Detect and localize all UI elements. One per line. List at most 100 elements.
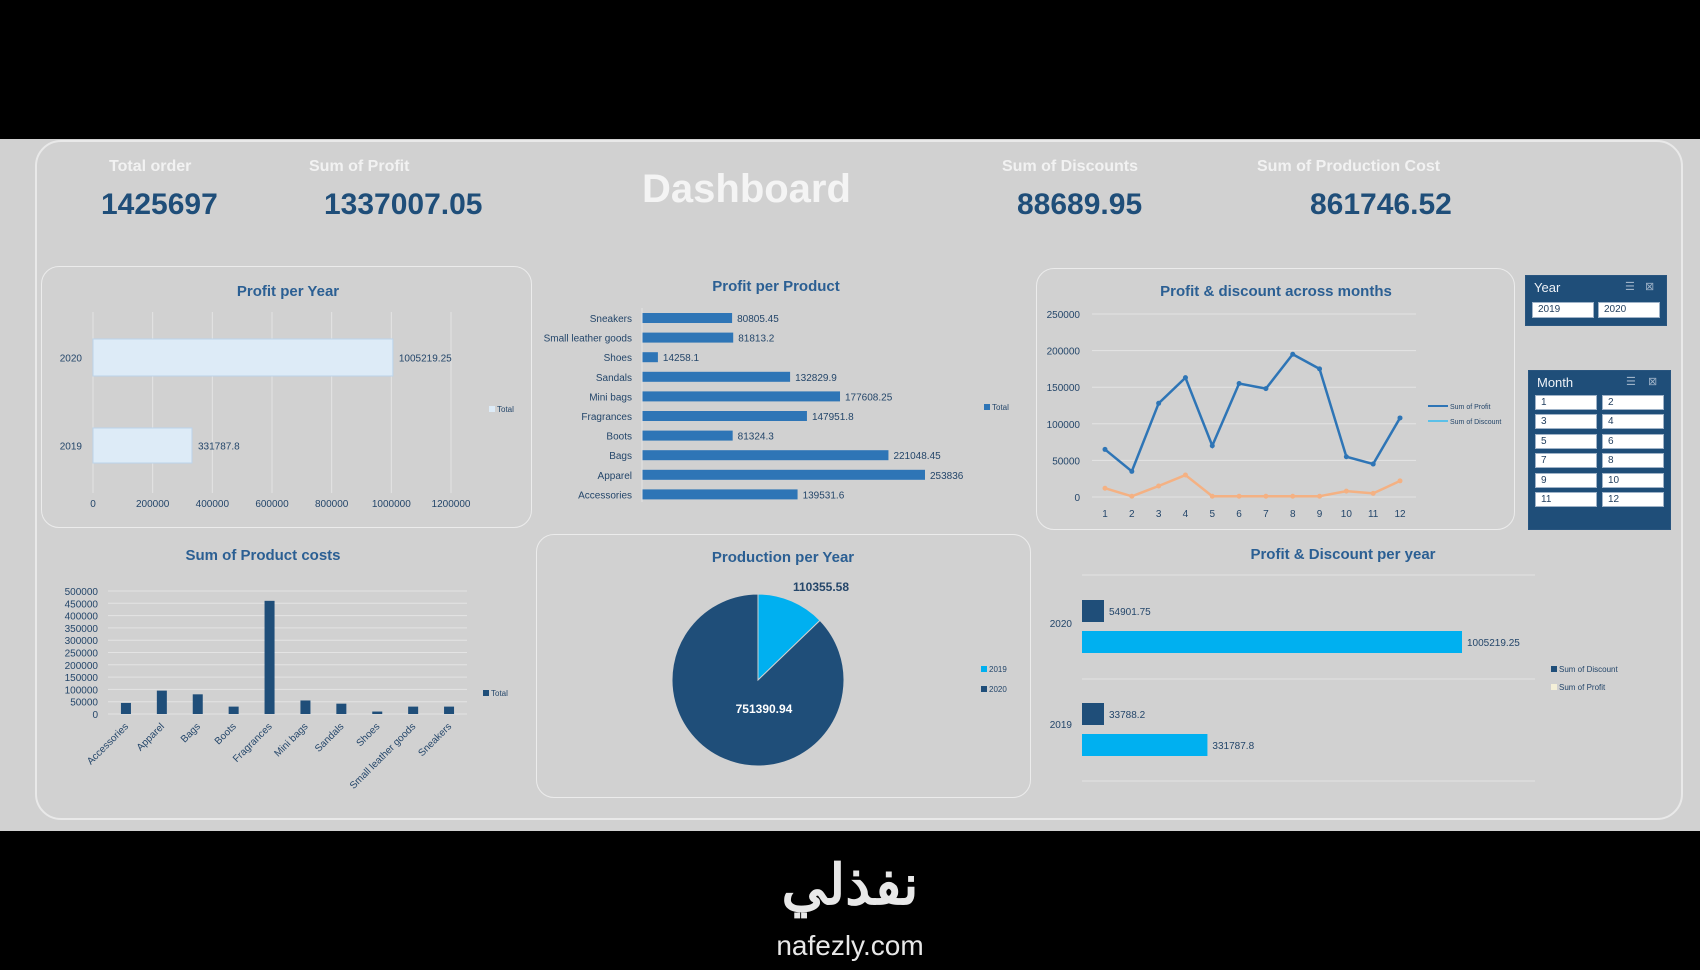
- legend-total-label: Total: [491, 689, 508, 698]
- production-per-year-panel: [536, 534, 1031, 798]
- month-slicer-item[interactable]: 11: [1535, 492, 1597, 507]
- y-tick-label: Boots: [606, 432, 632, 443]
- x-tick-label: 2: [1129, 509, 1135, 520]
- x-tick-label: 11: [1368, 509, 1379, 520]
- y-tick-label: 200000: [1047, 347, 1081, 358]
- data-label: 751390.94: [736, 702, 793, 716]
- x-tick-label: 5: [1209, 509, 1215, 520]
- series-point: [1263, 386, 1269, 392]
- data-label: 14258.1: [663, 353, 700, 364]
- series-point: [1317, 366, 1323, 372]
- bar: [642, 352, 658, 363]
- x-tick-label: 7: [1263, 509, 1269, 520]
- chart-title: Profit per Year: [237, 283, 339, 300]
- series-point: [1370, 490, 1376, 496]
- kpi-sum-production-cost-value: 861746.52: [1310, 188, 1452, 221]
- month-slicer-item[interactable]: 7: [1535, 453, 1597, 468]
- bar: [228, 706, 239, 714]
- chart-title: Profit & Discount per year: [1250, 546, 1435, 563]
- x-tick-label: 0: [90, 499, 96, 510]
- legend-total-label: Total: [992, 403, 1009, 412]
- x-tick-label: 9: [1317, 509, 1323, 520]
- series-point: [1209, 443, 1215, 449]
- bar: [642, 450, 889, 461]
- month-slicer-item[interactable]: 3: [1535, 414, 1597, 429]
- x-tick-label: 12: [1394, 509, 1406, 520]
- month-slicer-item[interactable]: 4: [1602, 414, 1664, 429]
- bar: [642, 371, 791, 382]
- year-slicer: Year ☰ ⊠ 2019 2020: [1525, 275, 1667, 326]
- series-point: [1236, 381, 1242, 387]
- month-slicer-item[interactable]: 9: [1535, 473, 1597, 488]
- bar: [444, 706, 455, 714]
- legend-profit-label: Sum of Profit: [1559, 683, 1606, 692]
- profit-discount-months-panel: [1036, 268, 1515, 530]
- series-point: [1290, 493, 1296, 499]
- data-label: 132829.9: [795, 373, 837, 384]
- month-slicer-item[interactable]: 6: [1602, 434, 1664, 449]
- dashboard-background: [0, 139, 1700, 831]
- y-tick-label: 500000: [65, 587, 99, 598]
- data-label: 1005219.25: [399, 354, 452, 365]
- series-point: [1343, 488, 1349, 494]
- month-slicer-item[interactable]: 8: [1602, 453, 1664, 468]
- x-tick-label: 10: [1341, 509, 1353, 520]
- legend-2020-swatch: [981, 686, 987, 692]
- y-tick-label: Mini bags: [589, 392, 632, 403]
- year-slicer-item[interactable]: 2020: [1598, 302, 1660, 318]
- chart-title: Profit per Product: [712, 278, 840, 295]
- legend-total-swatch: [483, 690, 489, 696]
- multi-select-icon[interactable]: ☰: [1626, 376, 1636, 388]
- watermark-url: nafezly.com: [776, 930, 924, 961]
- series-line: [1104, 352, 1402, 474]
- y-tick-label: 200000: [65, 661, 99, 672]
- month-slicer-item[interactable]: 10: [1602, 473, 1664, 488]
- kpi-sum-profit-value: 1337007.05: [324, 188, 483, 221]
- y-tick-label: Sneakers: [590, 314, 632, 325]
- y-tick-label: Sandals: [596, 373, 632, 384]
- y-tick-label: 2019: [60, 442, 83, 453]
- month-slicer-item[interactable]: 1: [1535, 395, 1597, 410]
- series-point: [1370, 461, 1376, 467]
- y-tick-label: 150000: [65, 673, 99, 684]
- kpi-sum-profit-label: Sum of Profit: [309, 158, 410, 175]
- series-point: [1263, 493, 1269, 499]
- legend-total-swatch: [984, 404, 990, 410]
- legend-profit-label: Sum of Profit: [1450, 404, 1491, 411]
- series-point: [1236, 493, 1242, 499]
- series-point: [1182, 472, 1188, 478]
- bar: [642, 469, 925, 480]
- bar: [408, 706, 419, 714]
- bar: [92, 427, 193, 464]
- series-point: [1129, 468, 1135, 474]
- clear-filter-icon[interactable]: ⊠: [1645, 281, 1655, 293]
- chart-title: Sum of Product costs: [185, 547, 340, 564]
- y-tick-label: 350000: [65, 624, 99, 635]
- x-tick-label: 600000: [255, 499, 289, 510]
- series-point: [1343, 454, 1349, 460]
- bar: [1082, 703, 1104, 725]
- y-tick-label: 400000: [65, 612, 99, 623]
- x-tick-label: Bags: [179, 721, 203, 745]
- month-slicer: Month ☰ ⊠ 1 2 3 4 5 6 7 8 9 10 11 12: [1528, 370, 1671, 530]
- bar: [192, 694, 203, 714]
- clear-filter-icon[interactable]: ⊠: [1648, 376, 1658, 388]
- month-slicer-item[interactable]: 12: [1602, 492, 1664, 507]
- y-tick-label: 300000: [65, 636, 99, 647]
- x-tick-label: 400000: [196, 499, 230, 510]
- multi-select-icon[interactable]: ☰: [1625, 281, 1635, 293]
- month-slicer-item[interactable]: 2: [1602, 395, 1664, 410]
- data-label: 110355.58: [793, 580, 849, 594]
- x-tick-label: 1000000: [372, 499, 411, 510]
- legend-discount-label: Sum of Discount: [1450, 419, 1501, 426]
- data-label: 177608.25: [845, 392, 893, 403]
- data-label: 81324.3: [738, 432, 775, 443]
- legend-discount-label: Sum of Discount: [1559, 665, 1618, 674]
- year-slicer-item[interactable]: 2019: [1532, 302, 1594, 318]
- data-label: 80805.45: [737, 314, 779, 325]
- y-tick-label: 250000: [1047, 310, 1081, 321]
- month-slicer-item[interactable]: 5: [1535, 434, 1597, 449]
- y-tick-label: Small leather goods: [544, 334, 632, 345]
- chart-title: Production per Year: [712, 549, 854, 566]
